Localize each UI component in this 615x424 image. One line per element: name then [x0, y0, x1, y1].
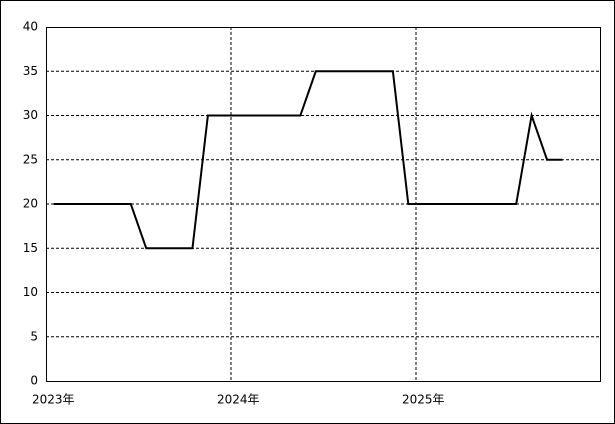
- y-tick-label: 25: [23, 152, 38, 166]
- x-tick-label: 2024年: [217, 393, 260, 407]
- y-tick-label: 40: [23, 20, 38, 34]
- y-tick-label: 15: [23, 241, 38, 255]
- x-tick-label: 2025年: [402, 393, 445, 407]
- plot-area: [46, 27, 601, 382]
- y-tick-label: 30: [23, 108, 38, 122]
- x-tick-label: 2023年: [32, 393, 75, 407]
- data-line: [53, 70, 563, 250]
- y-tick-label: 0: [30, 374, 38, 388]
- y-tick-label: 35: [23, 64, 38, 78]
- y-tick-label: 10: [23, 285, 38, 299]
- y-tick-label: 20: [23, 197, 38, 211]
- y-tick-label: 5: [30, 329, 38, 343]
